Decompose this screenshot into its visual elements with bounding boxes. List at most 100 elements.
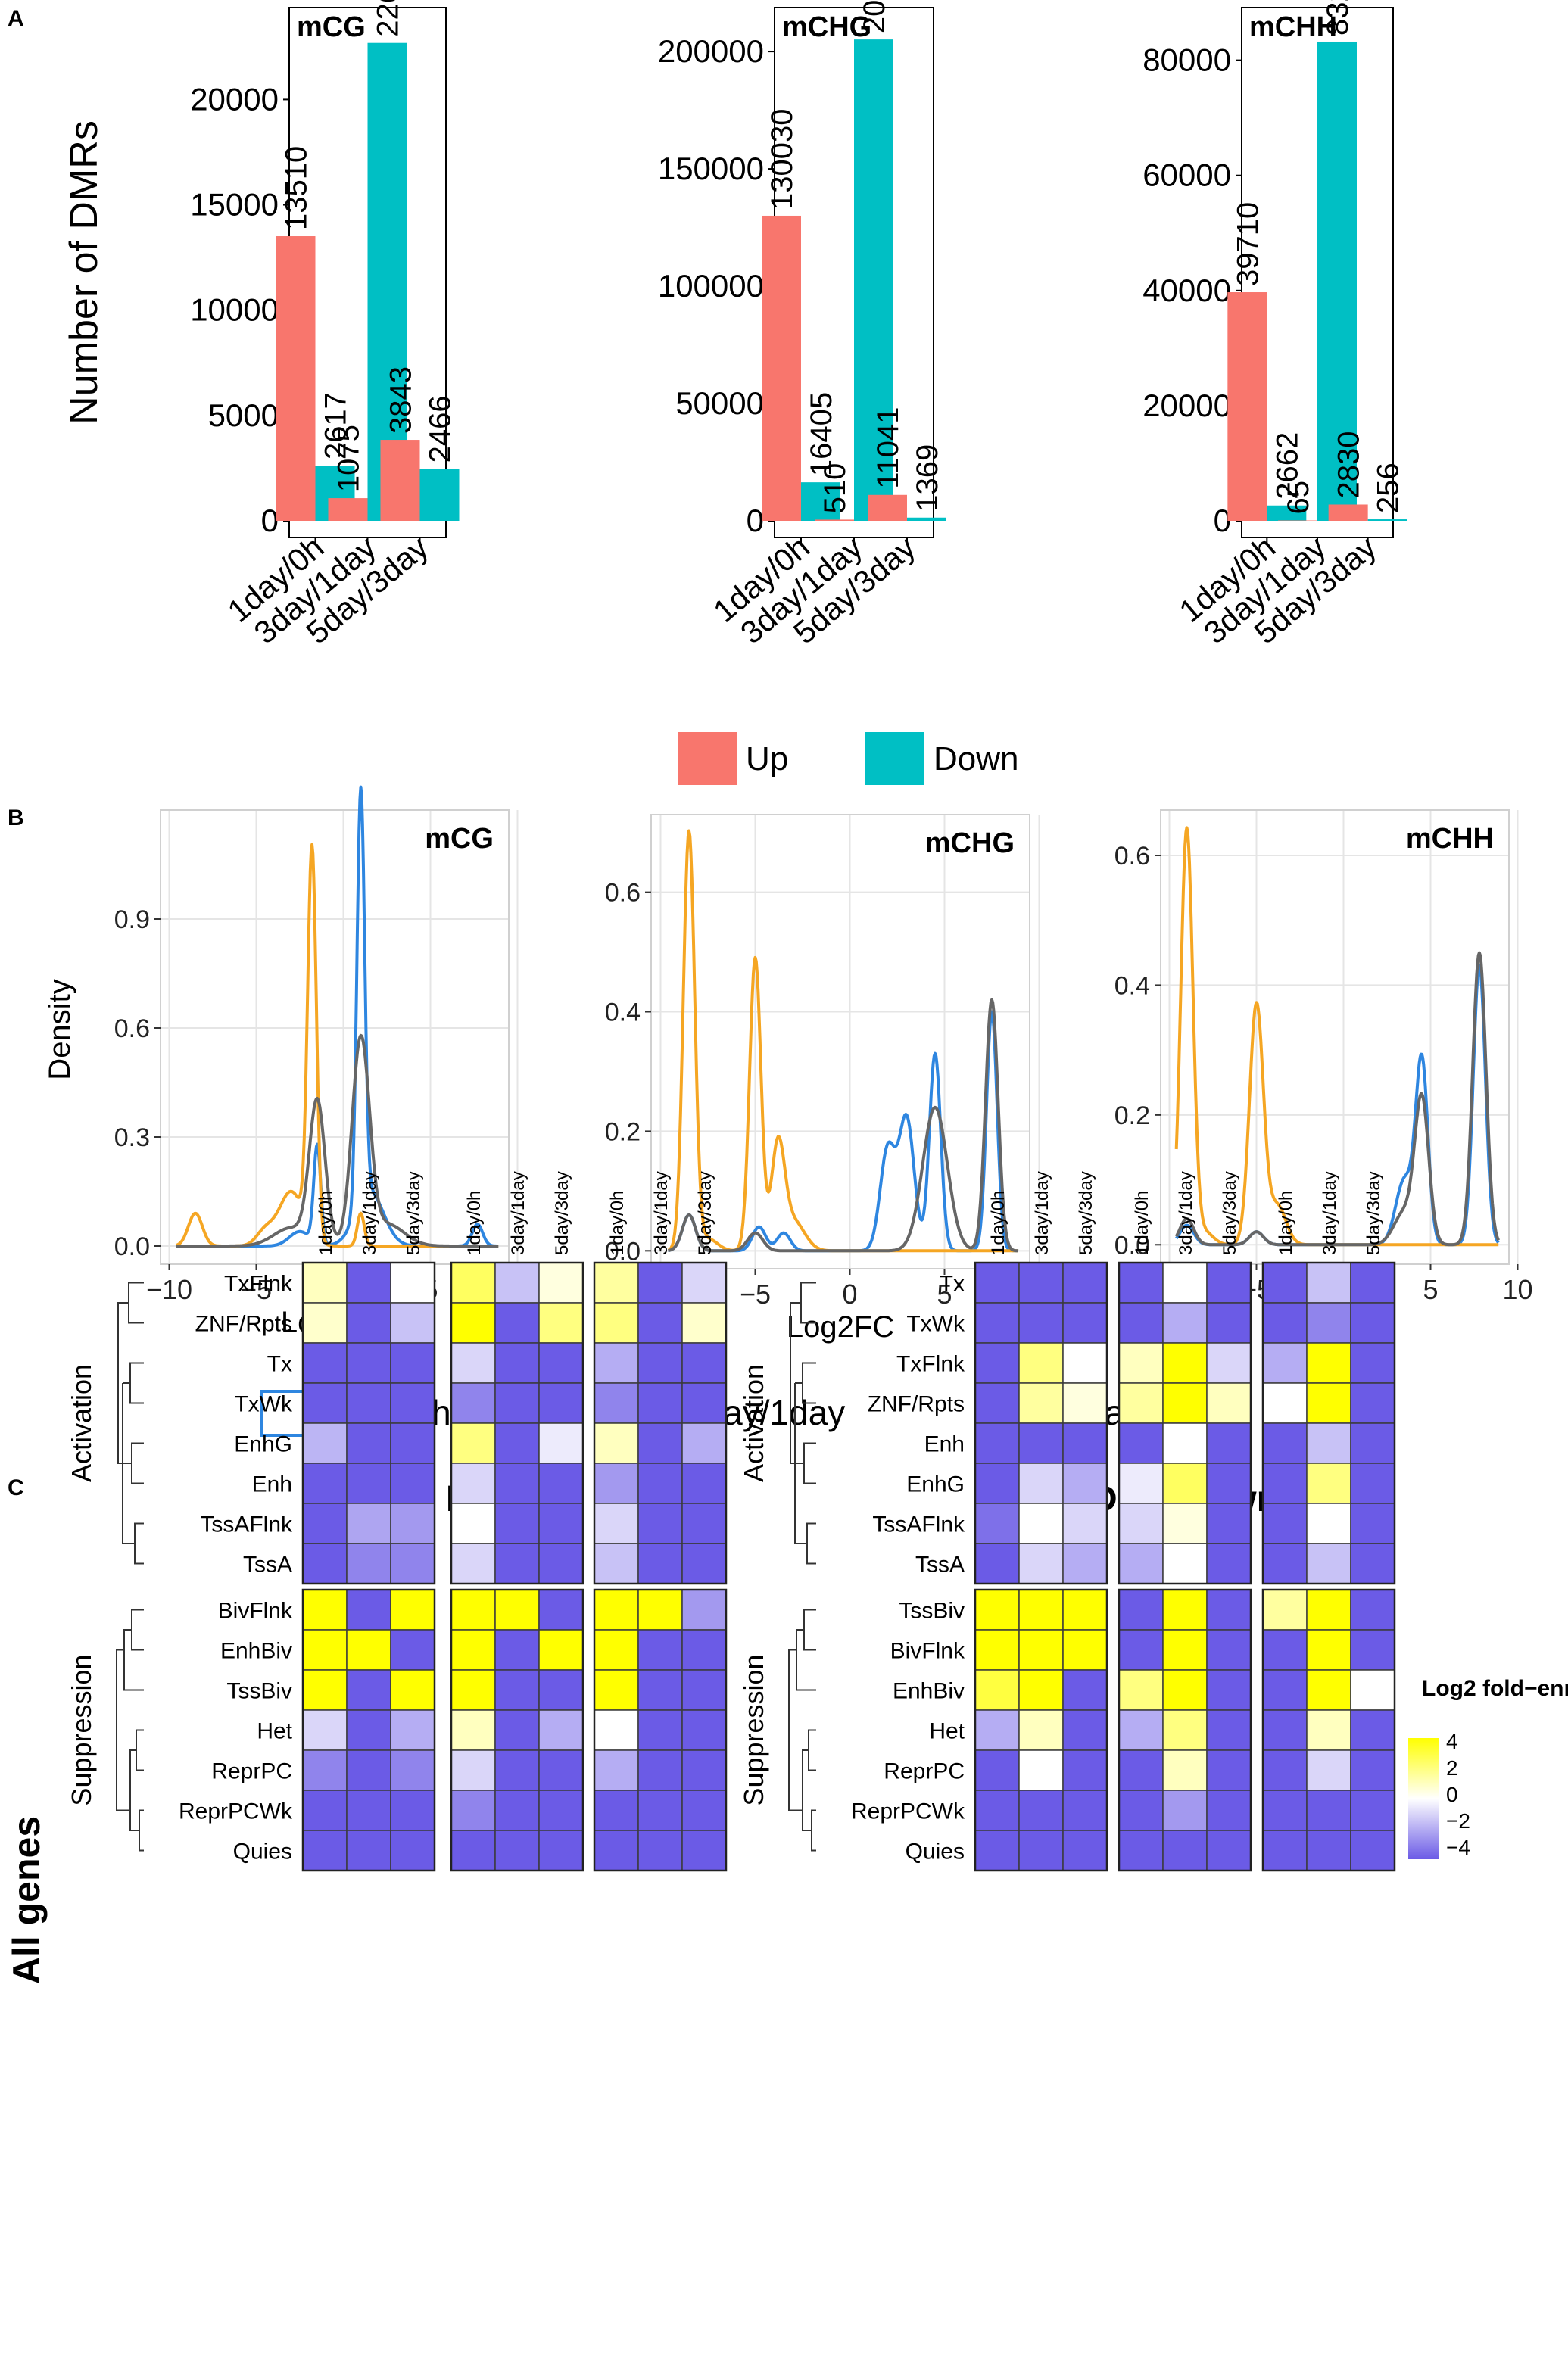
heatmap-cell [302,1342,348,1384]
heatmap-cell [594,1589,639,1631]
heatmap-cell [1306,1749,1351,1791]
heatmap-cell [346,1790,391,1831]
heatmap-cell [974,1543,1020,1584]
heatmap-block-border [1261,1261,1396,1585]
row-label: Tx [267,1352,292,1377]
row-label: Quies [233,1840,292,1864]
heatmap-cell [494,1302,540,1344]
heatmap-cell [681,1382,727,1424]
heatmap-cell [450,1830,496,1871]
heatmap-cell [538,1382,584,1424]
heatmap-cell [1350,1629,1395,1671]
heatmap-cell [1262,1422,1308,1464]
heatmap-cell [1306,1709,1351,1751]
legend-tick-label: −2 [1446,1809,1470,1833]
bar-value-label: 2466 [424,395,457,463]
heatmap-cell [974,1262,1020,1304]
column-label: 5day/3day [695,1171,715,1255]
heatmap-cell [1306,1589,1351,1631]
legend-tick-label: −4 [1446,1836,1470,1859]
heatmap-cell [302,1790,348,1831]
heatmap-cell [1262,1342,1308,1384]
y-tick-label: 80000 [1142,42,1231,78]
row-group-title-all-genes: All genes [5,1816,48,1984]
heatmap-cell [494,1463,540,1504]
bar-down [801,482,840,521]
bar-value-label: 2617 [320,392,353,459]
heatmap-cell [1018,1503,1064,1544]
column-label: 1day/0h [988,1191,1008,1255]
heatmap-cell [594,1669,639,1711]
heatmap-cell [302,1709,348,1751]
heatmap-cell [450,1342,496,1384]
y-tick-label: 0.0 [605,1237,641,1266]
row-label: TxFlnk [224,1272,293,1297]
heatmap-cell [1018,1302,1064,1344]
heatmap-cell [1206,1342,1252,1384]
heatmap-cell [637,1342,683,1384]
heatmap-cell [1206,1589,1252,1631]
bar-up [328,498,368,521]
heatmap-cell [302,1262,348,1304]
heatmap-cell [1206,1463,1252,1504]
heatmap-cell [1262,1709,1308,1751]
heatmap-cell [302,1749,348,1791]
heatmap-cell [1062,1629,1108,1671]
heatmap-cell [390,1790,435,1831]
heatmap-cell [594,1749,639,1791]
heatmap-cell [1062,1422,1108,1464]
heatmap-cell [1306,1302,1351,1344]
heatmap-cell [974,1749,1020,1791]
row-label: TssBiv [226,1679,292,1704]
heatmap-cell [1118,1790,1164,1831]
heatmap-cell [1350,1422,1395,1464]
heatmap-cell [1262,1503,1308,1544]
heatmap-cell [1062,1302,1108,1344]
row-label: TssAFlnk [200,1512,293,1537]
heatmap-cell [594,1830,639,1871]
heatmap-cell [1206,1382,1252,1424]
panel-label-a: A [8,6,24,31]
heatmap-cell [346,1342,391,1384]
heatmap-cell [1162,1709,1208,1751]
bar-value-label: 1369 [911,444,944,512]
y-tick-label: 0.4 [605,998,641,1027]
heatmap-cell [346,1543,391,1584]
heatmap-cell [1062,1503,1108,1544]
heatmap-cell [1162,1342,1208,1384]
bar-up [1227,292,1267,521]
row-label: ReprPCWk [179,1799,293,1824]
x-tick-label: 5 [1423,1274,1438,1305]
heatmap-cell [974,1830,1020,1871]
bar-value-label: 510 [818,463,852,514]
heatmap-cell [1350,1709,1395,1751]
heatmap-cell [1062,1589,1108,1631]
heatmap-block-border [450,1261,584,1585]
y-axis-label-density: Density [43,979,76,1079]
heatmap-cell [302,1382,348,1424]
heatmap-cell [1162,1790,1208,1831]
heatmap-cell [1262,1302,1308,1344]
bar-down [907,517,946,521]
heatmap-cell [681,1543,727,1584]
y-tick-label: 0.2 [605,1117,641,1146]
heatmap-cell [1162,1830,1208,1871]
heatmap-cell [538,1629,584,1671]
heatmap-cell [302,1830,348,1871]
heatmap-cell [681,1589,727,1631]
heatmap-cell [1262,1629,1308,1671]
facet-title: mCHG [925,827,1015,859]
heatmap-cell [1118,1382,1164,1424]
facet-title: mCHH [1406,823,1494,855]
heatmap-cell [594,1463,639,1504]
y-tick-label: 0 [747,503,764,538]
heatmap-cell [390,1342,435,1384]
heatmap-cell [346,1422,391,1464]
column-label: 3day/1day [1176,1171,1196,1255]
column-label: 1day/0h [1132,1191,1152,1255]
cluster-label-activation: Activation [66,1364,97,1482]
y-tick-label: 0.9 [114,905,150,934]
heatmap-cell [538,1589,584,1631]
heatmap-cell [974,1790,1020,1831]
facet-title: mCG [425,823,494,855]
